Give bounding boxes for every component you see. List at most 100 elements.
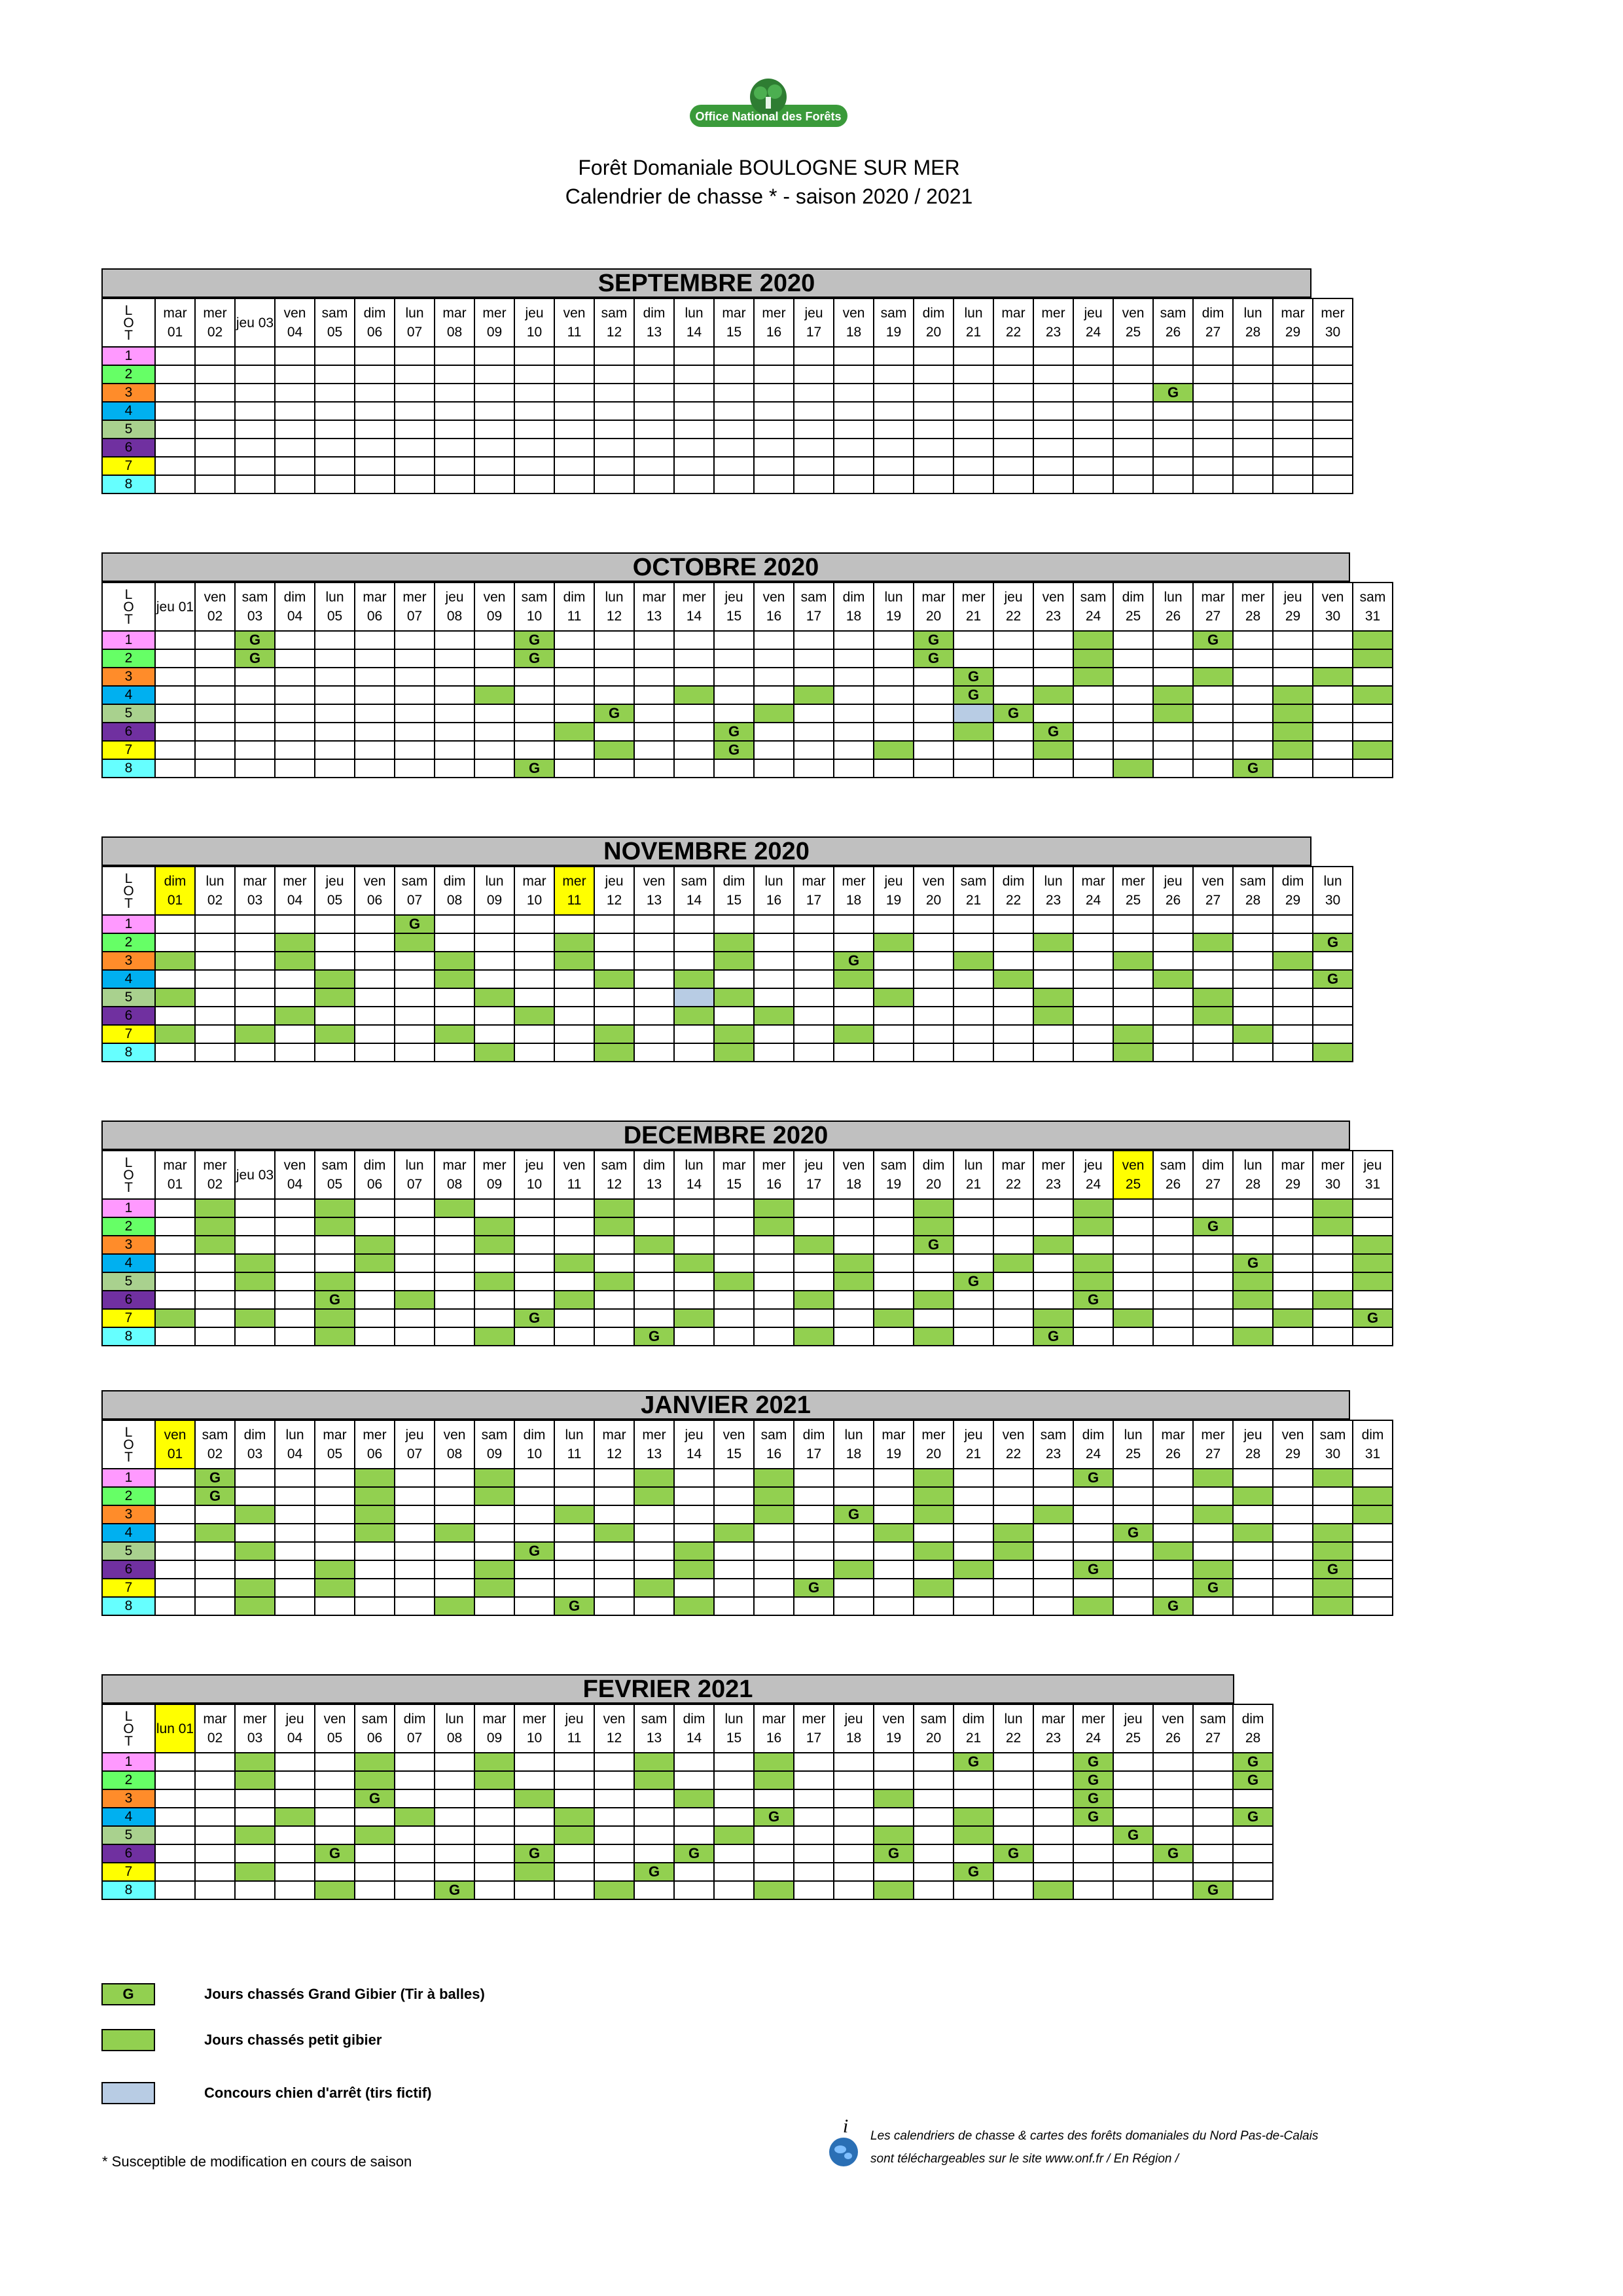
empty-day xyxy=(274,914,315,934)
empty-day xyxy=(1352,704,1393,723)
day-label: mer 30 xyxy=(1321,306,1345,340)
empty-day xyxy=(913,722,954,742)
empty-day xyxy=(554,969,595,989)
petit-gibier-day xyxy=(474,1752,515,1772)
empty-day xyxy=(713,1578,755,1598)
day-label: sam 27 xyxy=(1200,1712,1226,1746)
grand-gibier-day: G xyxy=(993,1844,1034,1863)
empty-day xyxy=(474,1789,515,1808)
empty-day xyxy=(713,1541,755,1561)
empty-day xyxy=(1312,1327,1353,1346)
empty-day xyxy=(1232,1198,1274,1218)
empty-day xyxy=(1073,383,1114,403)
empty-day xyxy=(434,1486,475,1506)
empty-day xyxy=(713,914,755,934)
empty-day xyxy=(1192,365,1234,384)
petit-gibier-day xyxy=(753,1468,794,1488)
empty-day xyxy=(793,704,834,723)
empty-day xyxy=(594,1825,635,1845)
empty-day xyxy=(953,1541,994,1561)
empty-day xyxy=(753,740,794,760)
petit-gibier-day xyxy=(1073,630,1114,650)
empty-day xyxy=(1033,951,1074,971)
empty-day xyxy=(354,1880,395,1900)
petit-gibier-day xyxy=(1073,1253,1114,1273)
grand-gibier-day: G xyxy=(873,1844,914,1863)
empty-day xyxy=(474,1596,515,1616)
empty-day xyxy=(993,1198,1034,1218)
empty-day xyxy=(274,383,315,403)
day-label: dim 31 xyxy=(1361,1427,1384,1462)
day-header: lun 15 xyxy=(713,1704,755,1753)
empty-day xyxy=(913,969,954,989)
empty-day xyxy=(1192,1043,1234,1062)
empty-day xyxy=(394,1505,435,1524)
day-header: sam 30 xyxy=(1312,1420,1353,1469)
day-header: jeu 24 xyxy=(1073,298,1114,348)
empty-day xyxy=(554,914,595,934)
empty-day xyxy=(1192,704,1234,723)
empty-day xyxy=(873,1596,914,1616)
empty-day xyxy=(234,667,276,687)
empty-day xyxy=(1272,759,1313,778)
empty-day xyxy=(274,704,315,723)
lot-number: 4 xyxy=(101,1523,156,1543)
petit-gibier-day xyxy=(1073,649,1114,668)
day-label: lun 12 xyxy=(605,590,624,624)
empty-day xyxy=(354,365,395,384)
empty-day xyxy=(1152,1308,1194,1328)
empty-day xyxy=(1113,1560,1154,1579)
empty-day xyxy=(394,1217,435,1236)
empty-day xyxy=(194,346,236,366)
empty-day xyxy=(1232,456,1274,476)
petit-gibier-day xyxy=(314,969,355,989)
empty-day xyxy=(873,722,914,742)
empty-day xyxy=(753,1789,794,1808)
empty-day xyxy=(913,933,954,952)
empty-day xyxy=(1113,438,1154,457)
empty-day xyxy=(194,1024,236,1044)
day-header: mar 05 xyxy=(314,1420,355,1469)
day-header: ven 16 xyxy=(753,582,794,632)
month-title: NOVEMBRE 2020 xyxy=(101,836,1311,866)
day-header: dim 10 xyxy=(514,1420,555,1469)
day-header: dim 22 xyxy=(993,866,1034,916)
empty-day xyxy=(194,630,236,650)
day-header: sam 27 xyxy=(1192,1704,1234,1753)
empty-day xyxy=(394,649,435,668)
petit-gibier-day xyxy=(314,1560,355,1579)
empty-day xyxy=(274,1578,315,1598)
empty-day xyxy=(953,1043,994,1062)
empty-day xyxy=(234,1789,276,1808)
day-label: jeu 03 xyxy=(236,1167,274,1183)
empty-day xyxy=(1152,438,1194,457)
day-header: lun 16 xyxy=(753,866,794,916)
day-label: ven 08 xyxy=(443,1427,466,1462)
empty-day xyxy=(1113,1198,1154,1218)
empty-day xyxy=(394,759,435,778)
empty-day xyxy=(1312,740,1353,760)
empty-day xyxy=(1113,704,1154,723)
empty-day xyxy=(1033,969,1074,989)
empty-day xyxy=(873,1290,914,1310)
empty-day xyxy=(913,1308,954,1328)
empty-day xyxy=(1272,1217,1313,1236)
empty-day xyxy=(594,630,635,650)
petit-gibier-day xyxy=(673,1541,715,1561)
empty-day xyxy=(793,1807,834,1827)
day-label: jeu 21 xyxy=(964,1427,983,1462)
empty-day xyxy=(793,365,834,384)
empty-day xyxy=(354,1006,395,1026)
empty-day xyxy=(1152,1752,1194,1772)
lot-header-letter: L xyxy=(124,1155,133,1170)
empty-day xyxy=(633,365,675,384)
empty-day xyxy=(474,704,515,723)
empty-day xyxy=(1113,383,1154,403)
empty-day xyxy=(833,630,874,650)
empty-day xyxy=(913,988,954,1007)
empty-day xyxy=(833,1752,874,1772)
